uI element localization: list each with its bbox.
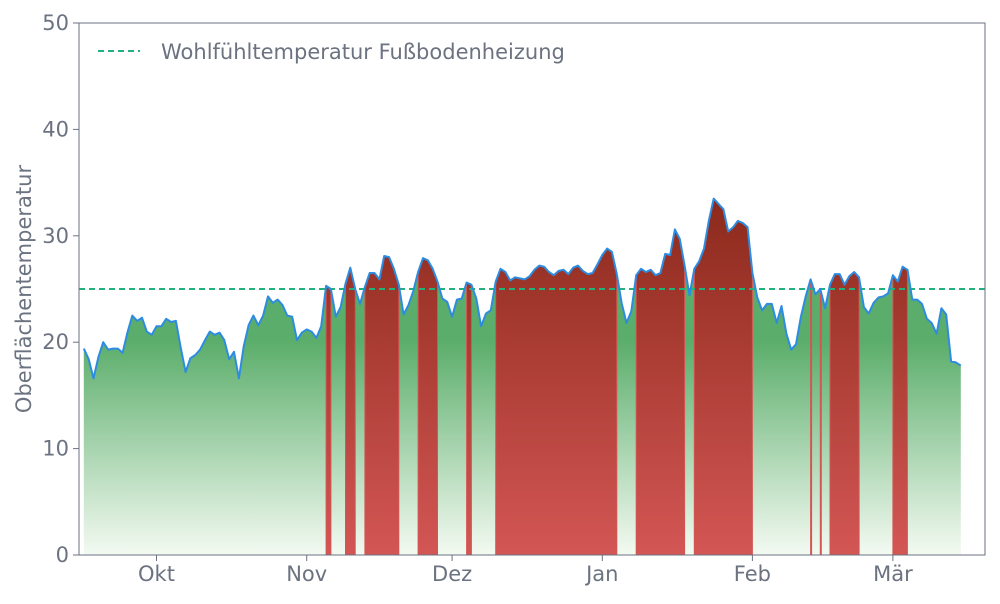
y-tick-label: 30 — [42, 224, 69, 248]
y-tick-label: 50 — [42, 11, 69, 35]
y-tick-label: 0 — [56, 543, 69, 567]
legend: Wohlfühltemperatur Fußbodenheizung — [98, 40, 565, 64]
y-axis-label: Oberflächentemperatur — [12, 165, 36, 414]
axes: 0 10 20 30 40 50 Okt Nov Dez Jan Feb Mär Oberflächen… — [12, 11, 986, 586]
plot-area — [79, 197, 985, 555]
legend-label: Wohlfühltemperatur Fußbodenheizung — [161, 40, 565, 64]
y-tick-label: 20 — [42, 330, 69, 354]
above-threshold-region — [417, 198, 439, 555]
y-tick-label: 10 — [42, 437, 69, 461]
y-tick-label: 40 — [42, 117, 69, 141]
x-tick-label: Okt — [138, 562, 175, 586]
x-tick-label: Feb — [734, 562, 771, 586]
x-tick-label: Dez — [432, 562, 472, 586]
above-threshold-region — [693, 198, 753, 555]
x-tick-label: Mär — [873, 562, 913, 586]
temperature-line — [82, 197, 962, 380]
x-tick-label: Jan — [584, 562, 618, 586]
x-tick-label: Nov — [286, 562, 327, 586]
plot-frame — [78, 22, 986, 556]
